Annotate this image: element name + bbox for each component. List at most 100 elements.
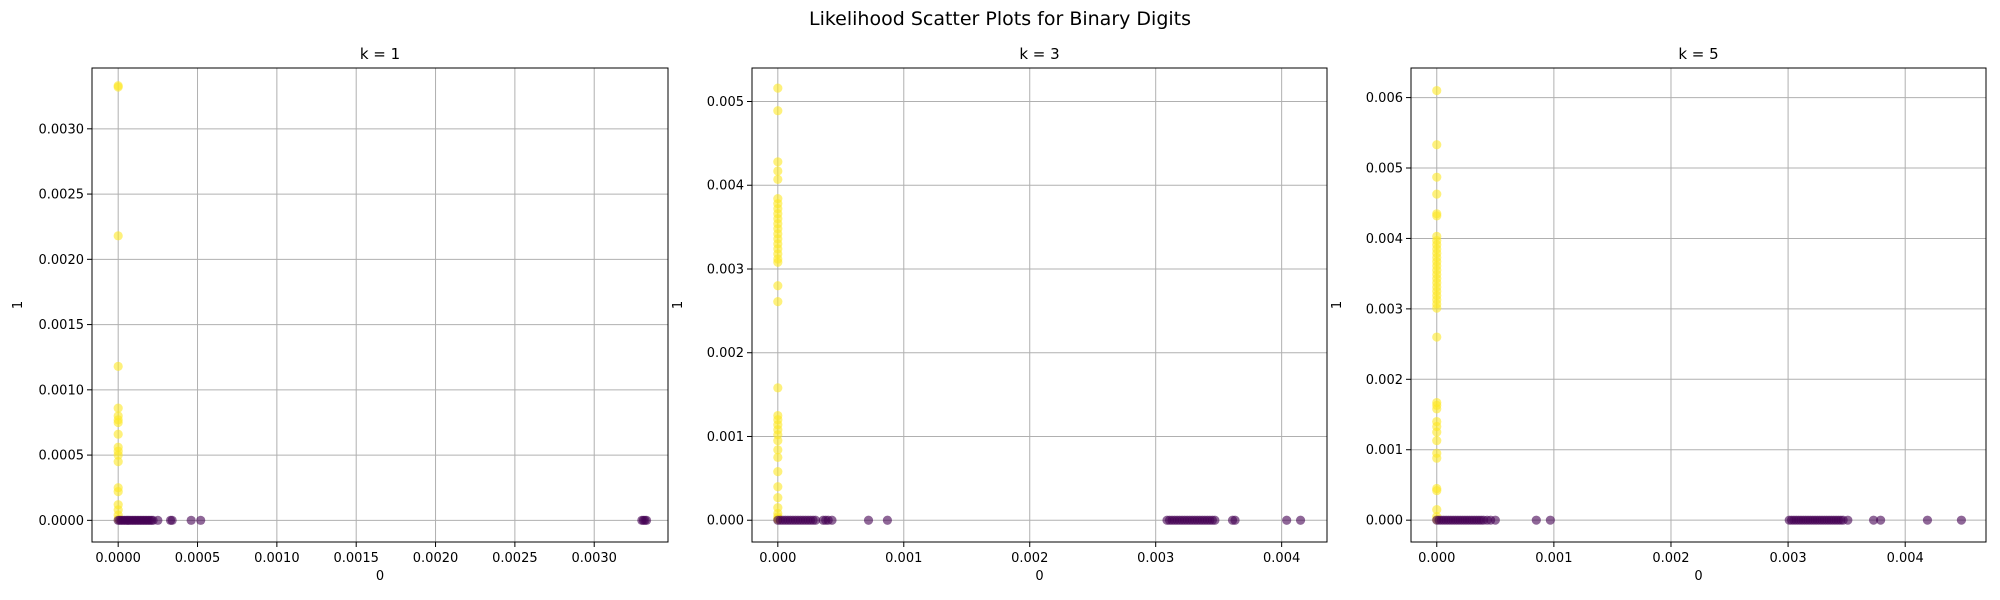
data-point-class-1 [1432, 85, 1442, 96]
data-point-class-1 [1432, 140, 1442, 150]
data-point-class-1 [773, 297, 783, 307]
data-point-class-1 [1432, 435, 1442, 446]
y-axis-label: 1 [671, 301, 686, 309]
y-tick-label: 0.000 [1366, 514, 1403, 529]
y-tick-label: 0.000 [707, 514, 744, 529]
data-point-class-0 [1210, 515, 1220, 525]
data-point-class-0 [1282, 515, 1292, 525]
data-point-class-1 [773, 452, 783, 463]
axes-frame [751, 67, 1328, 543]
y-tick-label: 0.0025 [39, 188, 85, 203]
y-tick-label: 0.005 [707, 95, 744, 110]
data-point-class-1 [113, 82, 123, 92]
figure-title: Likelihood Scatter Plots for Binary Digi… [808, 8, 1192, 30]
y-tick-label: 0.0010 [39, 383, 85, 398]
x-tick-label: 0.0015 [333, 551, 379, 566]
y-tick-label: 0.0020 [39, 253, 85, 268]
data-point-class-1 [773, 157, 783, 167]
y-axis-label: 1 [1330, 301, 1345, 309]
data-point-class-1 [773, 436, 783, 446]
x-tick-label: 0.004 [1263, 551, 1300, 566]
x-tick-label: 0.001 [1535, 551, 1572, 566]
data-point-class-0 [1868, 515, 1879, 525]
x-tick-label: 0.003 [1137, 551, 1174, 566]
data-point-class-0 [1876, 515, 1886, 525]
data-point-class-0 [641, 515, 652, 525]
data-point-class-0 [1295, 515, 1306, 525]
subplot-title: k = 3 [1019, 45, 1059, 63]
y-tick-label: 0.0000 [39, 514, 85, 529]
data-point-class-1 [773, 482, 783, 492]
x-tick-label: 0.002 [1011, 551, 1048, 566]
data-point-class-1 [113, 417, 123, 428]
data-point-class-1 [1432, 211, 1442, 221]
subplot-title: k = 5 [1678, 45, 1718, 63]
data-point-class-1 [773, 106, 783, 116]
data-point-class-1 [1432, 404, 1442, 414]
data-point-class-0 [167, 515, 177, 525]
x-axis-label: 0 [1035, 569, 1043, 584]
data-point-class-0 [196, 515, 206, 525]
data-point-class-1 [1432, 303, 1442, 313]
x-tick-label: 0.0005 [175, 551, 221, 566]
subplot-title: k = 1 [360, 45, 400, 63]
data-point-class-0 [1843, 515, 1853, 525]
y-tick-label: 0.005 [1366, 162, 1403, 177]
y-tick-label: 0.003 [1366, 302, 1403, 317]
y-tick-label: 0.002 [707, 346, 744, 361]
data-point-class-1 [113, 429, 123, 439]
data-point-class-1 [773, 445, 783, 455]
subplot-2: 0.000 0.001 0.002 0.003 0.004 0.000 0.001 0.002… [671, 45, 1328, 584]
y-tick-label: 0.0030 [39, 122, 85, 137]
x-tick-label: 0.004 [1887, 551, 1924, 566]
data-point-class-0 [827, 515, 837, 525]
x-tick-label: 0.0030 [571, 551, 617, 566]
data-point-class-0 [1956, 515, 1967, 525]
data-point-class-0 [1531, 515, 1541, 525]
x-tick-label: 0.000 [1418, 551, 1455, 566]
y-tick-label: 0.004 [707, 179, 744, 194]
subplot-1: 0.0000 0.0005 0.0010 0.0015 0.0020 0.0025 0.00… [11, 45, 669, 584]
y-tick-label: 0.0005 [39, 449, 85, 464]
data-point-class-1 [1432, 427, 1442, 437]
data-point-class-1 [773, 174, 783, 184]
data-point-class-1 [113, 457, 123, 467]
x-tick-label: 0.0010 [254, 551, 300, 566]
data-point-class-1 [773, 467, 783, 477]
data-point-class-1 [113, 403, 123, 413]
data-point-class-0 [1230, 515, 1240, 525]
data-point-class-1 [773, 257, 783, 267]
y-tick-label: 0.002 [1366, 373, 1403, 388]
data-point-class-1 [1432, 485, 1442, 496]
x-tick-label: 0.003 [1769, 551, 1806, 566]
y-tick-label: 0.004 [1366, 232, 1403, 247]
data-point-class-0 [1545, 515, 1555, 525]
y-tick-label: 0.001 [1366, 443, 1403, 458]
data-point-class-0 [1490, 515, 1500, 525]
data-point-class-1 [113, 231, 123, 241]
x-tick-label: 0.0020 [413, 551, 459, 566]
y-tick-label: 0.006 [1366, 91, 1403, 106]
data-point-class-0 [882, 515, 893, 525]
x-axis-label: 0 [376, 569, 384, 584]
data-point-class-1 [773, 281, 783, 291]
data-point-class-0 [186, 515, 196, 525]
axes-frame [91, 67, 669, 543]
data-point-class-0 [863, 515, 874, 525]
data-point-class-0 [811, 515, 821, 525]
x-tick-label: 0.000 [759, 551, 796, 566]
x-tick-label: 0.001 [885, 551, 922, 566]
data-point-class-1 [1432, 332, 1442, 342]
data-point-class-1 [113, 361, 123, 371]
data-point-class-1 [773, 166, 783, 176]
axes-frame [1410, 67, 1987, 543]
data-point-class-1 [1432, 189, 1442, 199]
data-point-class-0 [153, 515, 163, 525]
y-tick-label: 0.0015 [39, 318, 85, 333]
subplot-3: 0.000 0.001 0.002 0.003 0.004 0.000 0.001 0.002… [1330, 45, 1987, 584]
x-tick-label: 0.002 [1652, 551, 1689, 566]
data-point-class-1 [773, 83, 783, 93]
data-point-class-1 [773, 383, 783, 393]
data-point-class-1 [113, 450, 123, 460]
